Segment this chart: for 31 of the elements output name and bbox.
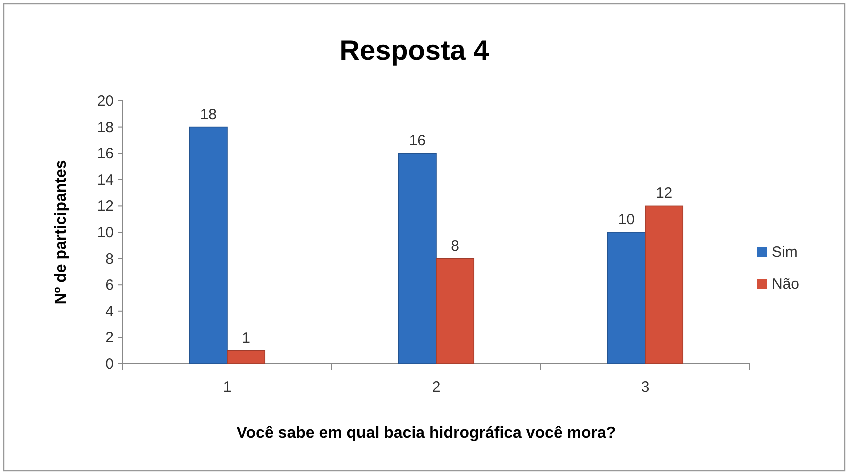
y-tick-label: 10 (97, 224, 114, 242)
x-axis-title: Você sabe em qual bacia hidrográfica você mora? (236, 425, 616, 442)
data-label: 1 (242, 330, 250, 347)
y-tick-label: 2 (106, 330, 114, 347)
y-tick-label: 0 (106, 356, 114, 373)
bar (398, 153, 437, 364)
bar (645, 206, 684, 364)
y-tick-label: 18 (97, 119, 114, 136)
y-axis-title: Nº de participantes (53, 160, 70, 305)
y-tick-label: 6 (106, 277, 114, 294)
y-tick-label: 4 (106, 303, 114, 320)
x-tick-label: 1 (223, 379, 232, 396)
bar (189, 126, 228, 364)
y-tick-label: 12 (97, 198, 114, 216)
legend-label: Não (772, 276, 800, 293)
y-tick-label: 20 (97, 93, 114, 110)
x-tick-label: 2 (432, 379, 441, 396)
data-label: 16 (409, 132, 426, 150)
y-tick-label: 14 (97, 172, 114, 189)
data-label: 10 (618, 212, 636, 228)
legend-label: Sim (772, 244, 798, 261)
x-tick-label: 3 (641, 379, 650, 396)
data-label: 8 (451, 238, 460, 255)
data-label: 12 (656, 185, 673, 202)
bar (227, 350, 266, 364)
data-label: 18 (200, 106, 218, 124)
y-tick-label: 8 (106, 250, 114, 268)
y-tick-label: 16 (97, 146, 114, 163)
bar (436, 258, 475, 364)
chart-title: Resposta 4 (340, 35, 490, 66)
bar (607, 232, 646, 364)
